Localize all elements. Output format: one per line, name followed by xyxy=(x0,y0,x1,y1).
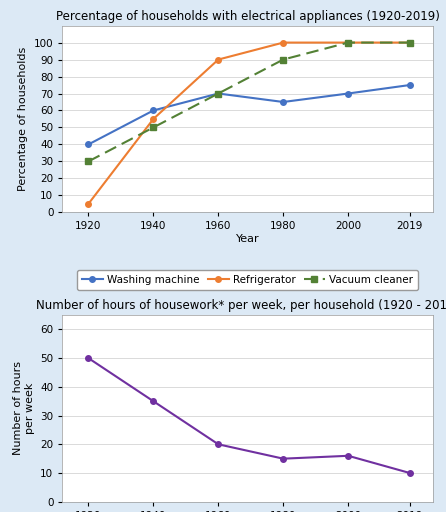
Y-axis label: Number of hours
per week: Number of hours per week xyxy=(13,361,35,455)
Vacuum cleaner xyxy=(151,124,156,131)
Line: Washing machine: Washing machine xyxy=(86,82,413,147)
Vacuum cleaner xyxy=(281,56,286,62)
Line: Hours per week: Hours per week xyxy=(86,355,413,476)
Vacuum cleaner xyxy=(346,39,351,46)
Hours per week xyxy=(86,355,91,361)
Hours per week xyxy=(407,470,413,476)
Y-axis label: Percentage of households: Percentage of households xyxy=(18,47,28,191)
Washing machine xyxy=(281,99,286,105)
Hours per week xyxy=(346,453,351,459)
Vacuum cleaner xyxy=(215,91,221,97)
Legend: Washing machine, Refrigerator, Vacuum cleaner: Washing machine, Refrigerator, Vacuum cl… xyxy=(77,270,418,290)
Title: Percentage of households with electrical appliances (1920-2019): Percentage of households with electrical… xyxy=(56,10,439,23)
Refrigerator xyxy=(281,39,286,46)
Vacuum cleaner xyxy=(86,158,91,164)
Refrigerator xyxy=(346,39,351,46)
Vacuum cleaner xyxy=(407,39,413,46)
Hours per week xyxy=(215,441,221,447)
Refrigerator xyxy=(407,39,413,46)
Washing machine xyxy=(151,108,156,114)
Line: Vacuum cleaner: Vacuum cleaner xyxy=(86,40,413,164)
Washing machine xyxy=(86,141,91,147)
Title: Number of hours of housework* per week, per household (1920 - 2019): Number of hours of housework* per week, … xyxy=(36,300,446,312)
Hours per week xyxy=(151,398,156,404)
Washing machine xyxy=(346,91,351,97)
Washing machine xyxy=(215,91,221,97)
Refrigerator xyxy=(215,56,221,62)
Refrigerator xyxy=(151,116,156,122)
Washing machine xyxy=(407,82,413,88)
Line: Refrigerator: Refrigerator xyxy=(86,40,413,207)
Refrigerator xyxy=(86,201,91,207)
X-axis label: Year: Year xyxy=(236,234,259,244)
Hours per week xyxy=(281,456,286,462)
